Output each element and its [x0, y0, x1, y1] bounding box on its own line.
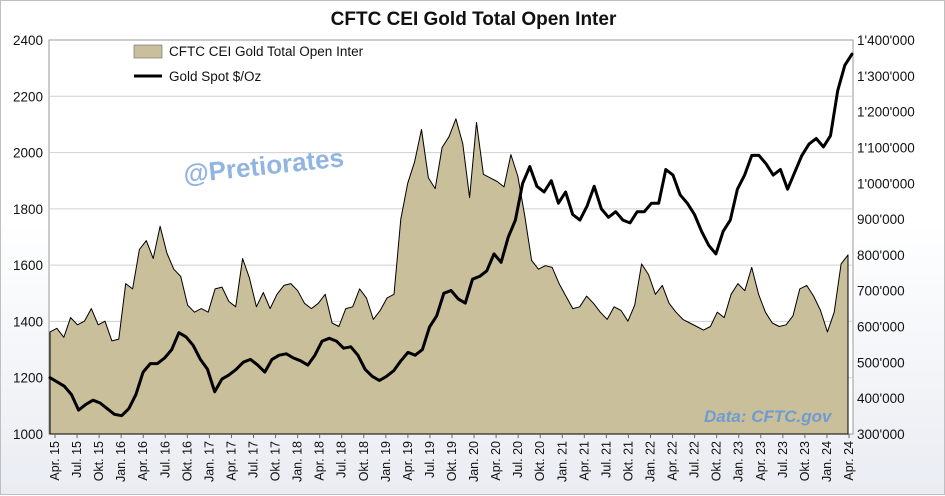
x-tick-label: Jan. 21 — [555, 441, 569, 482]
x-tick-label: Okt. 15 — [92, 441, 106, 481]
gold-spot-line — [48, 52, 854, 418]
right-tick-label: 300'000 — [857, 427, 905, 442]
x-tick-label: Jan. 17 — [202, 441, 216, 482]
source-note: Data: CFTC.gov — [704, 407, 833, 426]
x-tick-label: Okt. 17 — [269, 441, 283, 481]
x-tick-label: Jul. 21 — [599, 441, 613, 478]
x-tick-label: Apr. 22 — [666, 441, 680, 481]
left-tick-label: 1800 — [13, 202, 43, 217]
x-tick-label: Okt. 23 — [798, 441, 812, 481]
left-tick-label: 1200 — [13, 371, 43, 386]
x-tick-label: Okt. 18 — [357, 441, 371, 481]
x-tick-label: Jan. 16 — [114, 441, 128, 482]
right-tick-label: 1'300'000 — [857, 69, 915, 84]
x-tick-label: Apr. 15 — [48, 441, 62, 481]
x-tick-label: Jan. 22 — [644, 441, 658, 482]
x-tick-label: Jan. 18 — [291, 441, 305, 482]
legend: CFTC CEI Gold Total Open Inter Gold Spot… — [133, 44, 364, 84]
x-axis-ticks: Apr. 15 Jul. 15 Okt. 15 Jan. 16 Apr. 16 Jul. … — [48, 434, 856, 482]
x-tick-label: Jul. 17 — [247, 441, 261, 478]
left-tick-label: 1600 — [13, 258, 43, 273]
left-tick-label: 1000 — [13, 427, 43, 442]
x-tick-label: Jul. 15 — [70, 441, 84, 478]
x-tick-label: Jul. 18 — [335, 441, 349, 478]
left-tick-label: 1400 — [13, 314, 43, 329]
x-tick-label: Jan. 24 — [820, 441, 834, 482]
x-tick-label: Apr. 24 — [842, 441, 856, 481]
x-tick-label: Jul. 19 — [423, 441, 437, 478]
open-interest-area — [49, 118, 849, 435]
right-tick-label: 1'000'000 — [857, 176, 915, 191]
x-tick-label: Apr. 16 — [136, 441, 150, 481]
left-tick-label: 2000 — [13, 146, 43, 161]
right-tick-label: 700'000 — [857, 284, 905, 299]
x-tick-label: Jan. 19 — [379, 441, 393, 482]
right-tick-label: 1'100'000 — [857, 140, 915, 155]
right-tick-label: 1'400'000 — [857, 33, 915, 48]
x-tick-label: Apr. 20 — [489, 441, 503, 481]
open-interest-area-layer — [49, 118, 849, 435]
legend-swatch-open-interest — [133, 44, 163, 59]
x-tick-label: Jul. 23 — [776, 441, 790, 478]
x-tick-label: Okt. 22 — [710, 441, 724, 481]
x-tick-label: Okt. 21 — [621, 441, 635, 481]
x-tick-label: Jul. 22 — [688, 441, 702, 478]
x-tick-label: Jul. 16 — [158, 441, 172, 478]
x-tick-label: Apr. 18 — [313, 441, 327, 481]
right-tick-label: 900'000 — [857, 212, 905, 227]
right-axis-ticks: 300'000 400'000 500'000 600'000 700'000 800'0… — [857, 33, 915, 442]
left-tick-label: 2400 — [13, 33, 43, 48]
right-tick-label: 400'000 — [857, 391, 905, 406]
left-tick-label: 2200 — [13, 89, 43, 104]
gold-spot-line-layer — [48, 52, 854, 418]
legend-label-gold-spot: Gold Spot $/Oz — [169, 69, 262, 84]
x-tick-label: Jan. 23 — [732, 441, 746, 482]
x-tick-label: Apr. 21 — [577, 441, 591, 481]
x-tick-label: Okt. 20 — [533, 441, 547, 481]
x-tick-label: Apr. 19 — [401, 441, 415, 481]
x-tick-label: Apr. 23 — [754, 441, 768, 481]
x-tick-label: Jan. 20 — [467, 441, 481, 482]
right-tick-label: 600'000 — [857, 320, 905, 335]
legend-label-open-interest: CFTC CEI Gold Total Open Inter — [169, 44, 364, 59]
x-tick-label: Jul. 20 — [511, 441, 525, 478]
right-tick-label: 500'000 — [857, 355, 905, 370]
chart-title: CFTC CEI Gold Total Open Inter — [330, 9, 617, 30]
x-tick-label: Okt. 16 — [180, 441, 194, 481]
x-tick-label: Okt. 19 — [445, 441, 459, 481]
x-tick-label: Apr. 17 — [224, 441, 238, 481]
right-tick-label: 800'000 — [857, 248, 905, 263]
left-axis-ticks: 1000 1200 1400 1600 1800 2000 2200 2400 — [13, 33, 43, 442]
right-tick-label: 1'200'000 — [857, 105, 915, 120]
